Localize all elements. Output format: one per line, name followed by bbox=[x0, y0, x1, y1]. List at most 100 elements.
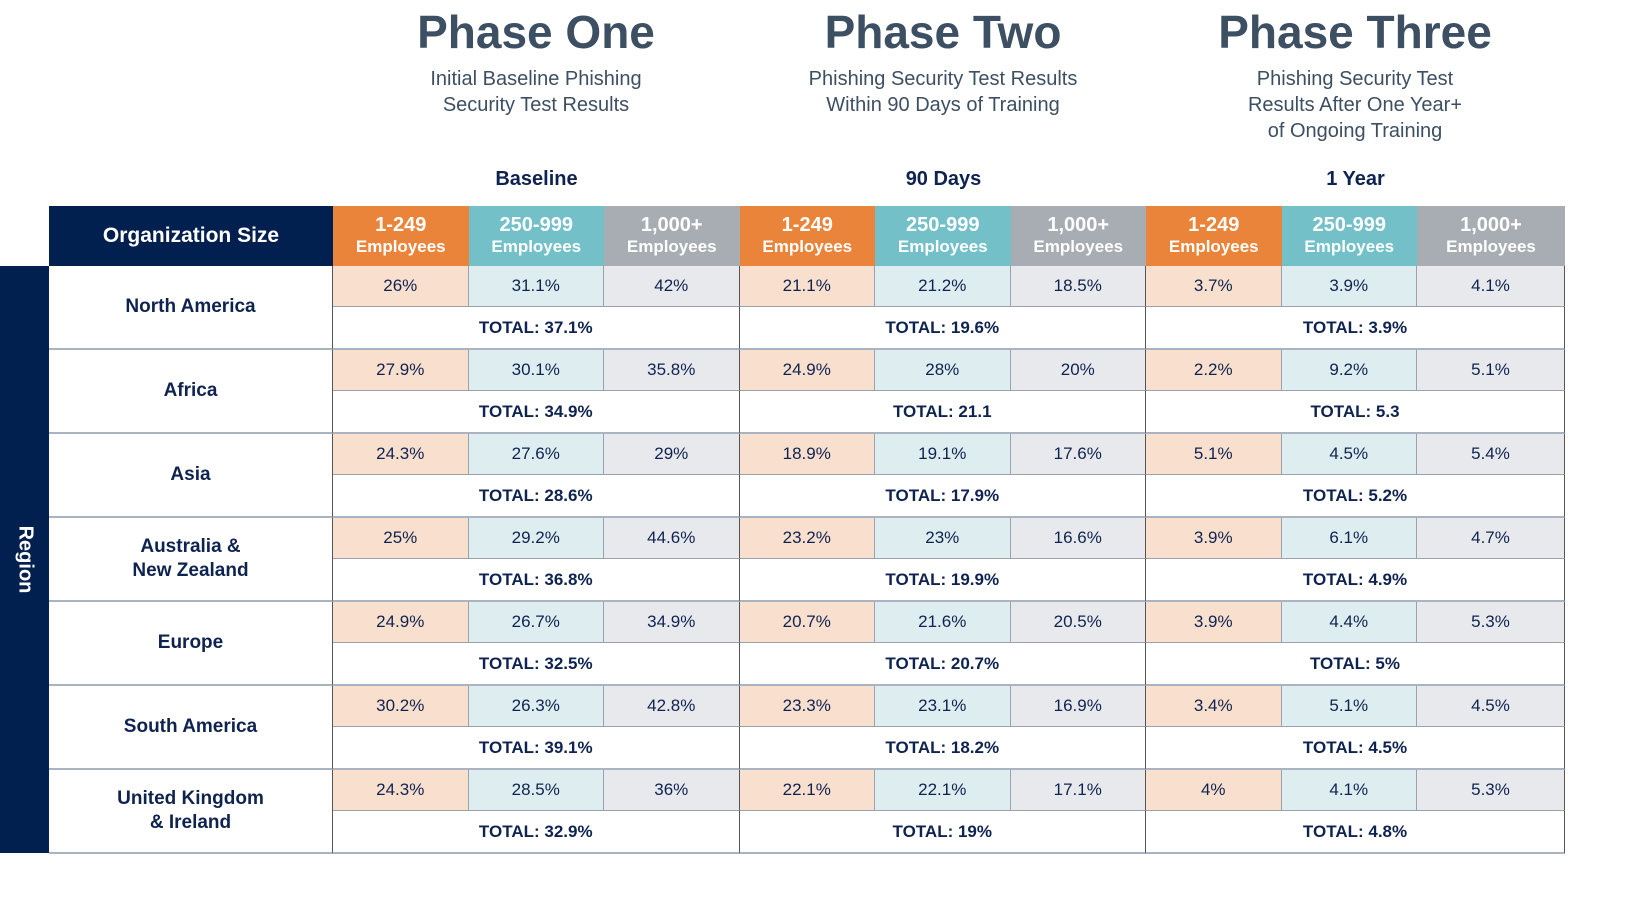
value-cell: 24.9% bbox=[739, 350, 875, 391]
size-unit: Employees bbox=[1168, 237, 1259, 256]
value-cell: 4.5% bbox=[1417, 686, 1565, 727]
value-cell: 27.9% bbox=[333, 350, 469, 391]
region-name: Asia bbox=[49, 434, 333, 518]
value-cell: 44.6% bbox=[604, 518, 740, 559]
total-cell: TOTAL: 28.6% bbox=[333, 475, 740, 518]
value-cell: 3.9% bbox=[1281, 266, 1417, 307]
value-cell: 23.2% bbox=[739, 518, 875, 559]
value-cell: 26.7% bbox=[468, 602, 604, 643]
value-cell: 5.3% bbox=[1417, 602, 1565, 643]
value-cell: 20.5% bbox=[1010, 602, 1146, 643]
size-range: 1,000+ bbox=[1047, 214, 1110, 236]
value-cell: 30.2% bbox=[333, 686, 469, 727]
region-axis-label: Region bbox=[0, 266, 49, 853]
total-cell: TOTAL: 5.3 bbox=[1146, 391, 1565, 434]
size-column-header: 1,000+ Employees bbox=[1417, 206, 1565, 266]
total-cell: TOTAL: 37.1% bbox=[333, 307, 740, 350]
phase-subtitle: Phishing Security Test Results After One… bbox=[1247, 68, 1463, 142]
total-cell: TOTAL: 4.9% bbox=[1146, 559, 1565, 602]
total-cell: TOTAL: 19% bbox=[739, 811, 1146, 854]
size-unit: Employees bbox=[897, 237, 988, 256]
phase-title: Phase Two bbox=[824, 6, 1062, 58]
period-label: Baseline bbox=[495, 168, 578, 190]
value-cell: 24.3% bbox=[333, 434, 469, 475]
size-range: 250-999 bbox=[499, 214, 573, 236]
size-unit: Employees bbox=[491, 237, 582, 256]
value-cell: 31.1% bbox=[468, 266, 604, 307]
phase-subtitle: Phishing Security Test Results Within 90… bbox=[808, 68, 1078, 116]
value-cell: 42.8% bbox=[604, 686, 740, 727]
value-cell: 18.9% bbox=[739, 434, 875, 475]
total-cell: TOTAL: 39.1% bbox=[333, 727, 740, 770]
value-cell: 5.4% bbox=[1417, 434, 1565, 475]
size-range: 1,000+ bbox=[640, 214, 703, 236]
value-cell: 34.9% bbox=[604, 602, 740, 643]
value-cell: 35.8% bbox=[604, 350, 740, 391]
value-cell: 29% bbox=[604, 434, 740, 475]
region-name: South America bbox=[49, 686, 333, 770]
size-column-header: 1,000+ Employees bbox=[604, 206, 740, 266]
total-cell: TOTAL: 32.9% bbox=[333, 811, 740, 854]
value-cell: 19.1% bbox=[875, 434, 1011, 475]
region-name: Australia & New Zealand bbox=[49, 518, 333, 602]
total-cell: TOTAL: 4.8% bbox=[1146, 811, 1565, 854]
size-range: 1-249 bbox=[781, 214, 833, 236]
value-cell: 36% bbox=[604, 770, 740, 811]
size-column-header: 1-249 Employees bbox=[739, 206, 875, 266]
size-range: 1-249 bbox=[1188, 214, 1240, 236]
size-unit: Employees bbox=[1033, 237, 1124, 256]
total-cell: TOTAL: 3.9% bbox=[1146, 307, 1565, 350]
phase-header: Phase One Initial Baseline Phishing Secur… bbox=[336, 6, 736, 118]
value-cell: 5.1% bbox=[1417, 350, 1565, 391]
value-cell: 21.2% bbox=[875, 266, 1011, 307]
total-cell: TOTAL: 36.8% bbox=[333, 559, 740, 602]
value-cell: 2.2% bbox=[1146, 350, 1282, 391]
size-column-header: 1-249 Employees bbox=[1146, 206, 1282, 266]
value-cell: 9.2% bbox=[1281, 350, 1417, 391]
value-cell: 4.5% bbox=[1281, 434, 1417, 475]
value-cell: 21.1% bbox=[739, 266, 875, 307]
value-cell: 26% bbox=[333, 266, 469, 307]
value-cell: 20.7% bbox=[739, 602, 875, 643]
region-name: United Kingdom & Ireland bbox=[49, 770, 333, 854]
value-cell: 17.1% bbox=[1010, 770, 1146, 811]
value-cell: 18.5% bbox=[1010, 266, 1146, 307]
value-cell: 42% bbox=[604, 266, 740, 307]
value-cell: 5.3% bbox=[1417, 770, 1565, 811]
value-cell: 3.9% bbox=[1146, 518, 1282, 559]
value-cell: 28.5% bbox=[468, 770, 604, 811]
value-cell: 22.1% bbox=[875, 770, 1011, 811]
period-label: 90 Days bbox=[905, 168, 982, 190]
value-cell: 23.3% bbox=[739, 686, 875, 727]
value-cell: 3.9% bbox=[1146, 602, 1282, 643]
results-table: Organization Size 1-249 Employees 250-999 Em… bbox=[49, 206, 1565, 854]
value-cell: 4.1% bbox=[1417, 266, 1565, 307]
phase-subtitle: Initial Baseline Phishing Security Test … bbox=[430, 68, 642, 116]
phase-title: Phase One bbox=[417, 6, 655, 58]
size-range: 250-999 bbox=[906, 214, 980, 236]
value-cell: 20% bbox=[1010, 350, 1146, 391]
region-label: Region bbox=[14, 525, 36, 594]
total-cell: TOTAL: 17.9% bbox=[739, 475, 1146, 518]
size-unit: Employees bbox=[355, 237, 446, 256]
total-cell: TOTAL: 18.2% bbox=[739, 727, 1146, 770]
size-column-header: 250-999 Employees bbox=[1281, 206, 1417, 266]
total-cell: TOTAL: 32.5% bbox=[333, 643, 740, 686]
org-size-header: Organization Size bbox=[49, 206, 333, 266]
total-cell: TOTAL: 20.7% bbox=[739, 643, 1146, 686]
size-unit: Employees bbox=[1446, 237, 1536, 256]
total-cell: TOTAL: 4.5% bbox=[1146, 727, 1565, 770]
phase-header: Phase Three Phishing Security Test Result… bbox=[1155, 6, 1555, 144]
phase-header: Phase Two Phishing Security Test Results … bbox=[743, 6, 1143, 118]
value-cell: 4% bbox=[1146, 770, 1282, 811]
value-cell: 4.4% bbox=[1281, 602, 1417, 643]
value-cell: 24.3% bbox=[333, 770, 469, 811]
value-cell: 5.1% bbox=[1146, 434, 1282, 475]
total-cell: TOTAL: 21.1 bbox=[739, 391, 1146, 434]
value-cell: 23.1% bbox=[875, 686, 1011, 727]
value-cell: 4.7% bbox=[1417, 518, 1565, 559]
size-range: 250-999 bbox=[1312, 214, 1386, 236]
total-cell: TOTAL: 34.9% bbox=[333, 391, 740, 434]
value-cell: 6.1% bbox=[1281, 518, 1417, 559]
size-column-header: 1,000+ Employees bbox=[1010, 206, 1146, 266]
